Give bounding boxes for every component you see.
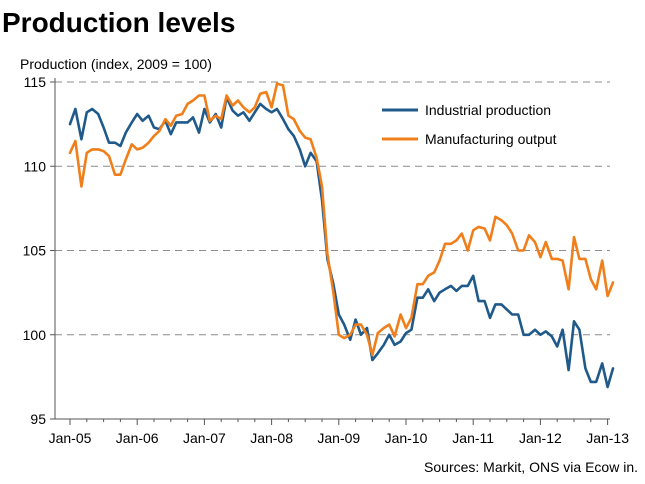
legend-label-manufacturing-output: Manufacturing output: [425, 131, 557, 147]
x-tick-label-jan-11: Jan-11: [452, 430, 494, 446]
x-tick-label-jan-13: Jan-13: [586, 430, 629, 446]
x-tick-label-jan-12: Jan-12: [519, 430, 562, 446]
x-tick-label-jan-10: Jan-10: [385, 430, 428, 446]
x-tick-label-jan-08: Jan-08: [250, 430, 293, 446]
legend: Industrial production Manufacturing outpu…: [382, 102, 557, 147]
y-axis-label: Production (index, 2009 = 100): [20, 56, 212, 72]
source-note: Sources: Markit, ONS via Ecow in.: [424, 459, 638, 475]
y-tick-label-110: 110: [24, 158, 47, 174]
x-tick-label-jan-06: Jan-06: [116, 430, 159, 446]
y-tick-label-105: 105: [23, 243, 47, 259]
gridlines: [55, 81, 610, 336]
y-tick-label-100: 100: [23, 327, 47, 343]
legend-label-industrial-production: Industrial production: [425, 102, 551, 118]
axes: [50, 78, 610, 425]
chart-title: Production levels: [2, 7, 235, 38]
x-tick-label-jan-09: Jan-09: [317, 430, 360, 446]
x-tick-label-jan-07: Jan-07: [183, 430, 226, 446]
x-tick-labels: Jan-05 Jan-06 Jan-07 Jan-08 Jan-09 Jan-10 Jan-…: [49, 430, 630, 446]
y-tick-label-95: 95: [30, 411, 46, 427]
y-tick-labels: 95 100 105 110 115: [23, 74, 47, 427]
y-tick-label-115: 115: [24, 74, 47, 90]
x-tick-label-jan-05: Jan-05: [49, 430, 92, 446]
series-line-manufacturing-output: [68, 82, 615, 357]
data-series: [68, 82, 615, 389]
